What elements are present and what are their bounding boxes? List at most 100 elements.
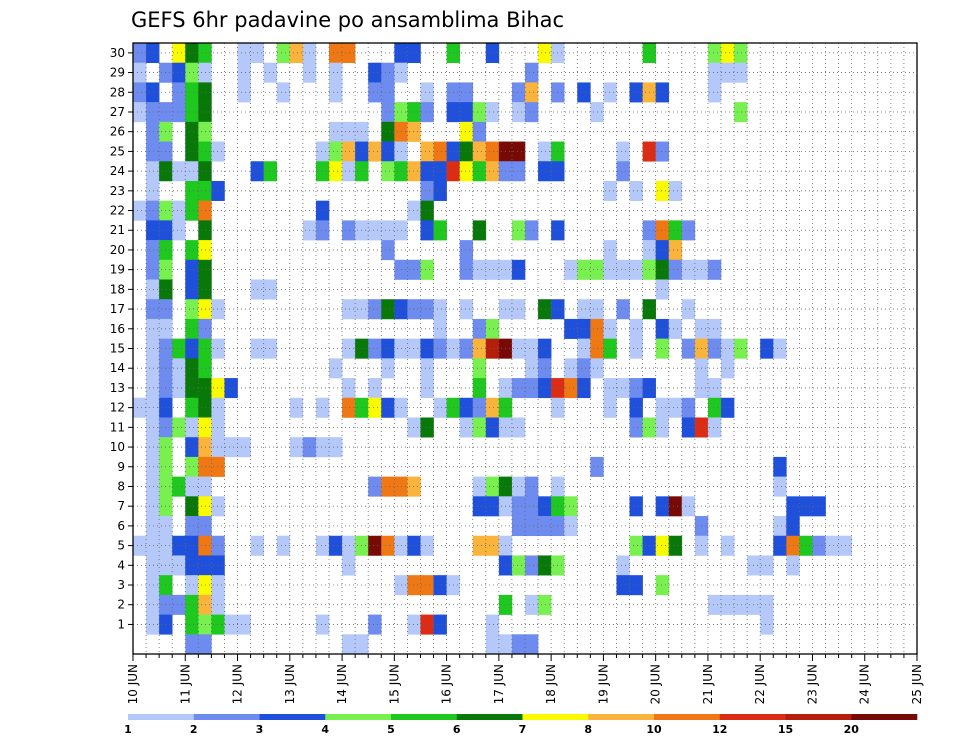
heatmap-cell	[538, 43, 552, 64]
heatmap-cell	[472, 318, 487, 339]
heatmap-cell	[211, 496, 225, 517]
heatmap-cell	[315, 161, 330, 182]
heatmap-cell	[564, 318, 578, 339]
heatmap-cell	[773, 338, 787, 359]
heatmap-cell	[133, 82, 147, 103]
heatmap-cell	[368, 82, 382, 103]
chart-title: GEFS 6hr padavine po ansamblima Bihac	[131, 8, 564, 32]
heatmap-cell	[237, 614, 251, 635]
heatmap-cell	[211, 535, 225, 556]
heatmap-cell	[616, 161, 630, 182]
heatmap-cell	[172, 161, 186, 182]
heatmap-cell	[655, 397, 670, 418]
heatmap-cell	[773, 456, 787, 477]
heatmap-cell	[407, 476, 421, 497]
legend-label: 7	[519, 723, 527, 736]
heatmap-cell	[472, 476, 487, 497]
heatmap-cell	[407, 43, 421, 64]
heatmap-cell	[146, 338, 160, 359]
heatmap-cell	[655, 575, 670, 596]
heatmap-cell	[734, 102, 748, 123]
heatmap-cell	[773, 535, 787, 556]
heatmap-cell	[485, 535, 500, 556]
heatmap-cell	[329, 161, 343, 182]
heatmap-cell	[185, 240, 199, 261]
heatmap-cell	[616, 555, 630, 576]
heatmap-cell	[564, 496, 578, 517]
heatmap-cell	[211, 456, 225, 477]
y-tick-label: 8	[117, 479, 125, 493]
heatmap-cell	[263, 279, 278, 300]
heatmap-cell	[172, 417, 186, 438]
heatmap-cell	[185, 121, 199, 142]
heatmap-cell	[433, 161, 447, 182]
heatmap-cell	[655, 318, 670, 339]
heatmap-cell	[721, 358, 735, 379]
heatmap-cell	[146, 299, 160, 320]
heatmap-cell	[525, 476, 539, 497]
heatmap-cell	[812, 535, 826, 556]
legend-color-box	[128, 714, 195, 720]
heatmap-cell	[185, 338, 199, 359]
grid-lines	[133, 43, 917, 654]
heatmap-cell	[407, 575, 421, 596]
heatmap-cell	[525, 594, 539, 615]
heatmap-cell	[707, 62, 722, 83]
heatmap-cell	[172, 220, 186, 241]
heatmap-cell	[538, 141, 552, 162]
heatmap-cell	[407, 102, 421, 123]
heatmap-cell	[342, 220, 356, 241]
heatmap-cell	[420, 200, 434, 221]
heatmap-cell	[185, 575, 199, 596]
heatmap-cell	[407, 338, 421, 359]
y-tick-label: 27	[110, 105, 125, 119]
heatmap-cell	[146, 259, 160, 280]
heatmap-cell	[289, 43, 304, 64]
heatmap-cell	[485, 161, 500, 182]
heatmap-cell	[329, 535, 343, 556]
heatmap-cell	[211, 594, 225, 615]
heatmap-cell	[433, 141, 447, 162]
heatmap-cell	[407, 121, 421, 142]
heatmap-cell	[185, 476, 199, 497]
legend-color-box	[785, 714, 852, 720]
heatmap-cell	[734, 594, 748, 615]
heatmap-cell	[760, 555, 774, 576]
heatmap-cell	[211, 437, 225, 458]
heatmap-cell	[485, 43, 500, 64]
heatmap-cell	[525, 378, 539, 399]
heatmap-cell	[368, 299, 382, 320]
heatmap-cell	[133, 200, 147, 221]
heatmap-cell	[525, 62, 539, 83]
heatmap-cell	[721, 62, 735, 83]
heatmap-cell	[616, 259, 630, 280]
x-tick-label: 25 JUN	[910, 664, 924, 704]
heatmap-cell	[146, 516, 160, 537]
heatmap-cell	[146, 437, 160, 458]
heatmap-cell	[721, 535, 735, 556]
heatmap-cell	[472, 259, 487, 280]
heatmap-cell	[381, 240, 395, 261]
heatmap-cell	[603, 240, 617, 261]
heatmap-cell	[577, 299, 591, 320]
heatmap-cell	[329, 62, 343, 83]
heatmap-cell	[511, 141, 526, 162]
heatmap-cell	[459, 141, 474, 162]
heatmap-cell	[668, 240, 683, 261]
heatmap-cell	[329, 141, 343, 162]
heatmap-cell	[368, 220, 382, 241]
heatmap-cell	[655, 279, 670, 300]
heatmap-cell	[433, 220, 447, 241]
heatmap-cell	[185, 102, 199, 123]
heatmap-cell	[485, 259, 500, 280]
heatmap-cell	[472, 102, 487, 123]
legend-label: 3	[256, 723, 264, 736]
heatmap-cell	[603, 180, 617, 201]
heatmap-cell	[407, 535, 421, 556]
heatmap-cell	[668, 397, 683, 418]
y-tick-label: 29	[110, 66, 125, 80]
heatmap-cell	[655, 535, 670, 556]
heatmap-cell	[511, 102, 526, 123]
heatmap-cell	[616, 575, 630, 596]
heatmap-cell	[211, 555, 225, 576]
